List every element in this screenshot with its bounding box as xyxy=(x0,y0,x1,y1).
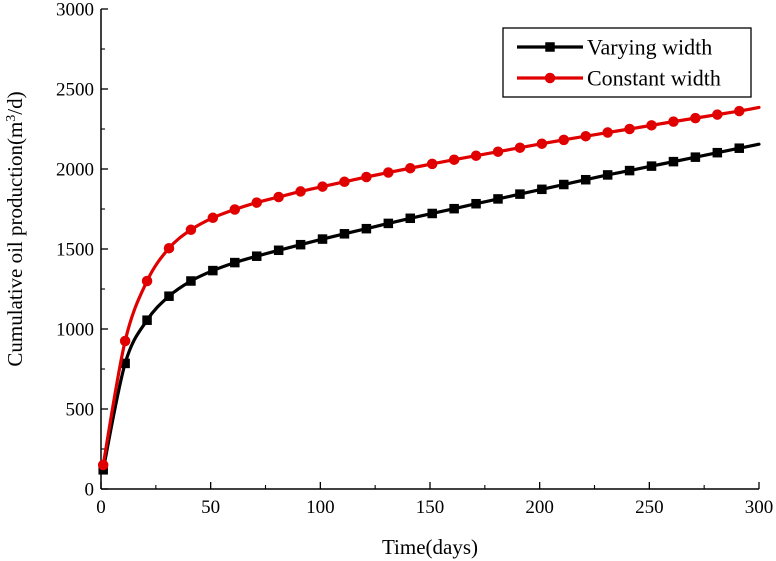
data-point xyxy=(208,265,218,276)
data-point xyxy=(339,176,350,188)
data-point xyxy=(295,239,306,250)
y-tick-label: 1000 xyxy=(56,320,94,341)
x-tick-label: 250 xyxy=(635,497,664,518)
data-point xyxy=(536,138,548,149)
data-point xyxy=(229,204,241,215)
data-point xyxy=(668,156,679,167)
series-line xyxy=(101,142,761,472)
data-point xyxy=(493,194,503,204)
y-tick-label: 500 xyxy=(66,400,95,421)
y-tick-label: 2000 xyxy=(56,160,94,181)
x-tick-label: 50 xyxy=(201,497,220,518)
data-point xyxy=(514,142,526,153)
data-point xyxy=(602,170,613,180)
x-tick-label: 0 xyxy=(96,497,106,518)
y-axis-title-main: Cumulative oil production(m xyxy=(3,122,27,367)
series-1 xyxy=(98,142,761,475)
x-tick-label: 200 xyxy=(525,497,554,518)
data-point xyxy=(537,184,547,195)
legend-marker xyxy=(545,42,555,52)
data-point xyxy=(230,257,240,268)
series-2 xyxy=(97,105,761,471)
data-point xyxy=(119,335,131,347)
data-point xyxy=(559,179,569,190)
y-axis-title: Cumulative oil production(m3/d) xyxy=(3,91,27,366)
data-point xyxy=(690,152,701,162)
x-axis-title: Time(days) xyxy=(382,535,478,559)
data-point xyxy=(295,186,306,197)
data-point xyxy=(558,134,570,146)
legend-box xyxy=(502,27,752,98)
data-point xyxy=(339,229,350,239)
data-point xyxy=(141,275,153,287)
y-tick-label: 1500 xyxy=(56,240,94,261)
legend-label: Constant width xyxy=(587,66,721,91)
data-point xyxy=(273,191,284,203)
data-point xyxy=(470,150,482,161)
data-point xyxy=(186,276,196,286)
data-point xyxy=(448,154,460,165)
data-point xyxy=(405,213,416,224)
data-point xyxy=(646,161,657,171)
data-point xyxy=(734,143,745,153)
data-point xyxy=(251,251,262,261)
legend-marker xyxy=(544,72,556,84)
data-point xyxy=(164,291,174,301)
data-point xyxy=(712,109,723,120)
data-point xyxy=(120,358,130,369)
data-point xyxy=(361,223,372,234)
axes: 0 50 100 150 200 250 3000500100015002000250030… xyxy=(56,0,773,518)
data-point xyxy=(449,203,459,214)
data-point xyxy=(361,171,372,183)
data-point xyxy=(405,162,416,174)
data-point xyxy=(602,127,613,138)
data-point xyxy=(471,198,481,209)
x-tick-label: 150 xyxy=(416,497,445,518)
data-point xyxy=(317,181,328,192)
data-point xyxy=(142,315,152,325)
y-axis-title-unit: /d) xyxy=(3,91,27,114)
data-point xyxy=(624,123,635,135)
data-point xyxy=(383,218,394,229)
data-point xyxy=(646,120,657,131)
x-tick-label: 100 xyxy=(306,497,335,518)
y-tick-label: 0 xyxy=(85,480,95,501)
y-axis-title-superscript: 3 xyxy=(4,115,19,122)
data-point xyxy=(317,234,328,244)
x-tick-label: 300 xyxy=(745,497,774,518)
data-point xyxy=(426,158,438,170)
y-tick-label: 3000 xyxy=(56,0,94,21)
data-point xyxy=(580,130,591,142)
legend-label: Varying width xyxy=(587,35,712,60)
data-point xyxy=(163,242,175,254)
data-point xyxy=(97,459,109,471)
data-point xyxy=(580,174,591,185)
data-point xyxy=(492,146,504,157)
series-layer xyxy=(97,105,761,475)
data-point xyxy=(690,112,701,124)
data-point xyxy=(251,197,262,208)
data-point xyxy=(383,167,394,178)
legend: Varying width Constant width xyxy=(502,27,752,98)
data-point xyxy=(515,189,525,199)
data-point xyxy=(185,224,197,236)
data-point xyxy=(273,245,284,256)
y-tick-label: 2500 xyxy=(56,80,94,101)
data-point xyxy=(712,147,723,158)
data-point xyxy=(427,208,437,219)
data-point xyxy=(734,105,745,117)
data-point xyxy=(624,165,635,176)
data-point xyxy=(207,212,219,224)
data-point xyxy=(668,116,679,127)
